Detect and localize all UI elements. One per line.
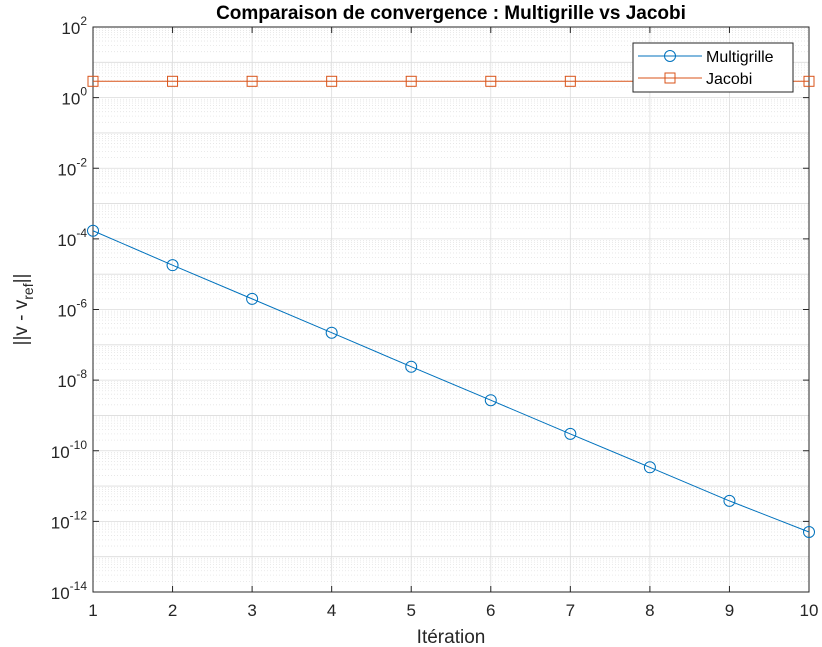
data-point — [485, 75, 497, 87]
data-point — [723, 494, 736, 507]
legend-marker — [664, 72, 676, 84]
data-point — [405, 75, 417, 87]
data-point — [484, 394, 497, 407]
y-tick-label: 10-4 — [57, 226, 87, 250]
x-tick-label: 8 — [645, 601, 654, 620]
data-point — [246, 75, 258, 87]
y-tick-exponent: 2 — [80, 14, 87, 28]
data-point — [167, 75, 179, 87]
data-point — [564, 427, 577, 440]
axis-ticks: 1 2 3 4 5 6 7 8 9 1010210010-210-410-610-810-1010… — [51, 14, 819, 620]
series-layer — [87, 75, 815, 539]
y-tick-exponent: -14 — [70, 579, 88, 593]
y-tick-label: 10-10 — [51, 438, 88, 462]
legend-label: Jacobi — [706, 71, 752, 88]
y-tick-base: 10 — [57, 372, 76, 391]
x-tick-label: 6 — [486, 601, 495, 620]
y-tick-label: 10-8 — [57, 367, 87, 391]
y-tick-exponent: -10 — [70, 438, 88, 452]
y-tick-base: 10 — [57, 231, 76, 250]
y-tick-exponent: -8 — [76, 367, 87, 381]
y-tick-base: 10 — [57, 160, 76, 179]
y-tick-base: 10 — [61, 90, 80, 109]
y-tick-label: 100 — [61, 85, 87, 109]
data-point — [643, 461, 656, 474]
legend: Multigrille Jacobi — [632, 42, 794, 93]
data-point — [246, 292, 259, 305]
y-tick-base: 10 — [51, 443, 70, 462]
y-tick-label: 10-12 — [51, 508, 88, 532]
y-tick-label: 10-14 — [51, 579, 88, 603]
x-tick-label: 4 — [327, 601, 336, 620]
legend-label: Multigrille — [706, 49, 774, 66]
y-tick-base: 10 — [57, 302, 76, 321]
legend-box — [632, 42, 794, 93]
y-tick-label: 10-2 — [57, 155, 87, 179]
data-point — [564, 75, 576, 87]
data-point — [325, 326, 338, 339]
y-tick-exponent: -12 — [70, 508, 88, 522]
x-axis-label: Itération — [417, 627, 486, 647]
series-multigrille — [87, 224, 815, 539]
y-tick-base: 10 — [51, 513, 70, 532]
data-point — [803, 526, 815, 539]
x-tick-label: 9 — [725, 601, 734, 620]
x-tick-label: 2 — [168, 601, 177, 620]
x-tick-label: 5 — [406, 601, 415, 620]
data-point — [87, 75, 99, 87]
y-tick-label: 10-6 — [57, 297, 87, 321]
series-line — [92, 230, 810, 533]
y-tick-base: 10 — [51, 584, 70, 603]
data-point — [326, 75, 338, 87]
legend-marker — [664, 50, 676, 62]
grid — [93, 27, 809, 592]
y-tick-exponent: 0 — [80, 85, 87, 99]
data-point — [803, 75, 815, 87]
x-tick-label: 1 — [88, 601, 97, 620]
y-axis-label: ||v - vref|| — [11, 274, 36, 346]
x-tick-label: 3 — [247, 601, 256, 620]
y-tick-exponent: -4 — [76, 226, 87, 240]
y-tick-exponent: -6 — [76, 297, 87, 311]
data-point — [166, 259, 179, 272]
y-tick-exponent: -2 — [76, 155, 87, 169]
chart-title: Comparaison de convergence : Multigrille… — [216, 3, 686, 24]
data-point — [405, 360, 418, 373]
data-point — [87, 224, 99, 237]
y-tick-label: 102 — [61, 14, 87, 38]
y-tick-base: 10 — [61, 19, 80, 38]
x-tick-label: 7 — [566, 601, 575, 620]
x-tick-label: 10 — [800, 601, 819, 620]
